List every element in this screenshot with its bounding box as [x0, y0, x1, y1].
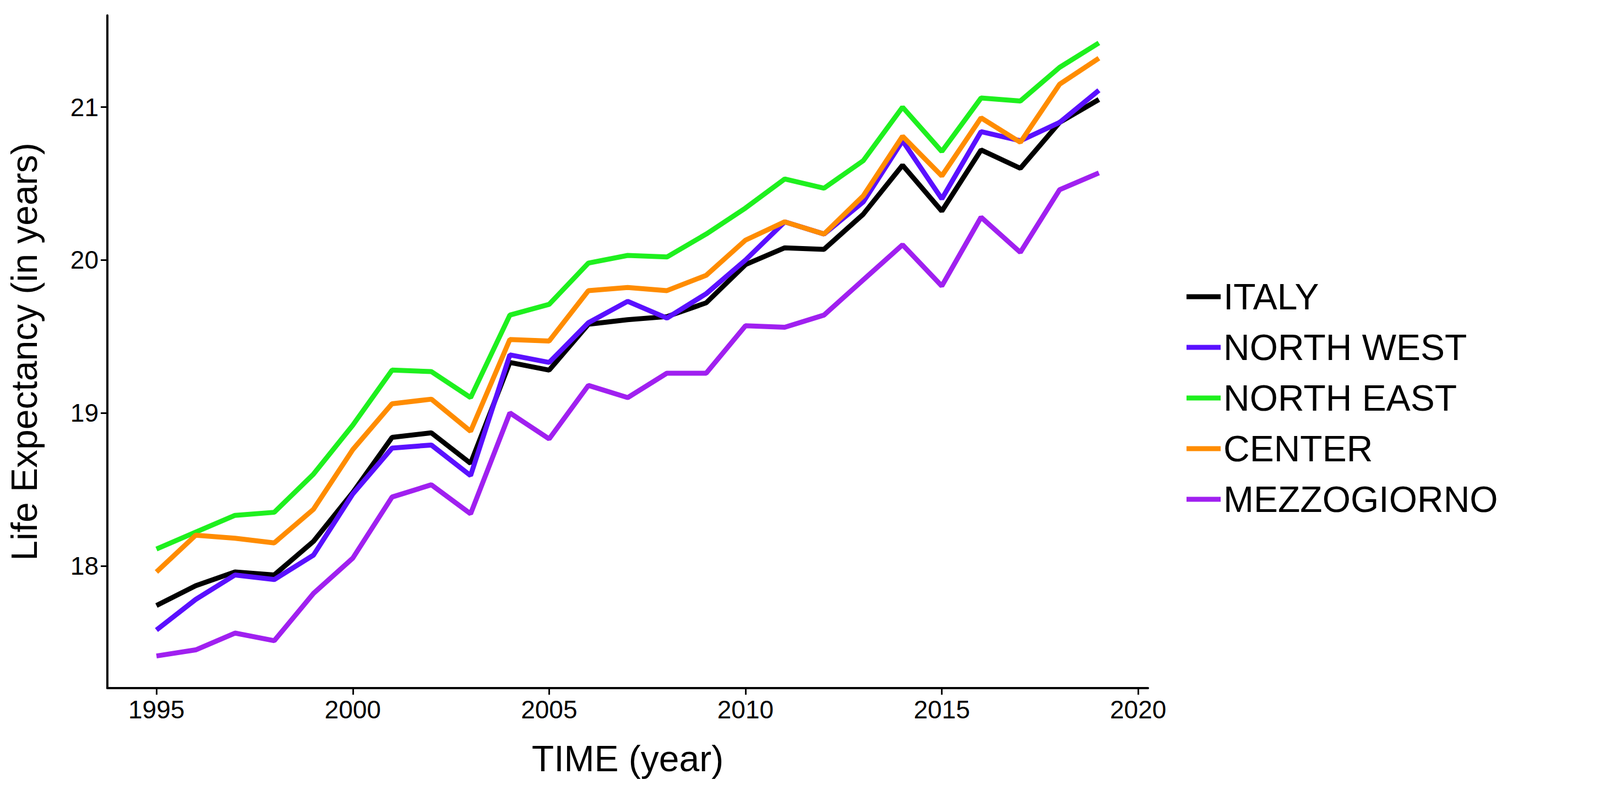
svg-text:21: 21 [70, 93, 99, 122]
svg-text:18: 18 [70, 551, 99, 581]
svg-text:1995: 1995 [128, 695, 185, 725]
svg-text:TIME (year): TIME (year) [531, 738, 724, 780]
svg-text:Life Expectancy (in years): Life Expectancy (in years) [3, 142, 45, 561]
svg-text:NORTH WEST: NORTH WEST [1223, 327, 1467, 368]
svg-text:2000: 2000 [324, 695, 382, 725]
svg-text:19: 19 [70, 398, 99, 428]
svg-text:2005: 2005 [520, 695, 578, 725]
svg-text:CENTER: CENTER [1223, 428, 1373, 470]
svg-text:MEZZOGIORNO: MEZZOGIORNO [1223, 479, 1499, 520]
svg-text:2015: 2015 [913, 695, 970, 725]
svg-text:ITALY: ITALY [1223, 276, 1320, 318]
svg-text:2020: 2020 [1109, 695, 1167, 725]
svg-text:2010: 2010 [717, 695, 774, 725]
svg-text:20: 20 [70, 245, 99, 275]
svg-text:NORTH EAST: NORTH EAST [1223, 377, 1457, 419]
